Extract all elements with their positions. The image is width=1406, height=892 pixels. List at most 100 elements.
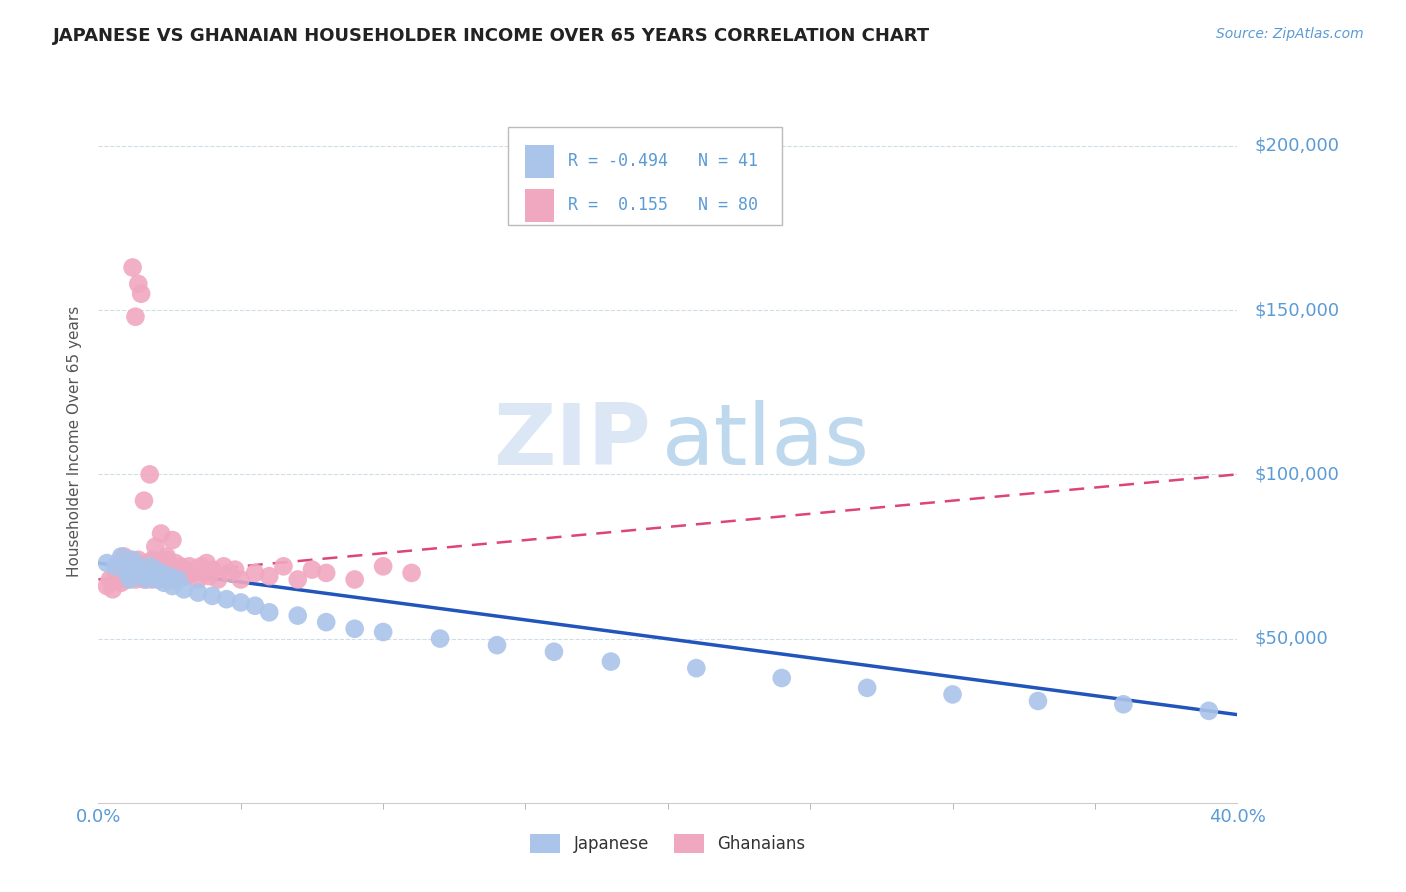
Point: [173, 582, 195, 597]
Point: [243, 599, 266, 613]
Point: [373, 625, 395, 640]
Text: atlas: atlas: [662, 400, 870, 483]
Point: [145, 540, 167, 554]
Point: [187, 585, 209, 599]
Point: [162, 573, 184, 587]
Point: [145, 563, 167, 577]
Point: [135, 566, 157, 580]
Point: [153, 575, 176, 590]
Point: [229, 573, 252, 587]
Point: [110, 556, 132, 570]
Point: [159, 559, 181, 574]
Point: [138, 467, 160, 482]
Point: [150, 566, 173, 580]
Point: [207, 573, 229, 587]
Point: [486, 638, 509, 652]
Point: [218, 566, 240, 580]
Point: [1198, 704, 1220, 718]
Point: [129, 286, 152, 301]
Text: R = -0.494   N = 41: R = -0.494 N = 41: [568, 153, 758, 170]
Point: [101, 582, 124, 597]
Point: [148, 573, 170, 587]
Point: [401, 566, 423, 580]
Point: [193, 566, 215, 580]
Point: [170, 559, 193, 574]
Point: [148, 563, 170, 577]
Point: [159, 569, 181, 583]
Point: [107, 559, 129, 574]
Point: [229, 595, 252, 609]
Point: [212, 559, 235, 574]
Legend: Japanese, Ghanaians: Japanese, Ghanaians: [523, 827, 813, 860]
Point: [127, 553, 149, 567]
Point: [132, 573, 155, 587]
Point: [685, 661, 707, 675]
Point: [201, 589, 224, 603]
Point: [259, 605, 281, 619]
Point: [135, 573, 157, 587]
Point: [201, 563, 224, 577]
Point: [315, 615, 337, 630]
Point: [127, 277, 149, 291]
Point: [138, 559, 160, 574]
Point: [121, 556, 143, 570]
Point: [124, 573, 146, 587]
Point: [150, 566, 173, 580]
Point: [162, 533, 184, 547]
Text: ZIP: ZIP: [494, 400, 651, 483]
Point: [121, 553, 143, 567]
Point: [110, 575, 132, 590]
Point: [856, 681, 879, 695]
Point: [198, 569, 221, 583]
Point: [148, 573, 170, 587]
Point: [543, 645, 565, 659]
Point: [121, 260, 143, 275]
Point: [145, 566, 167, 580]
Point: [110, 549, 132, 564]
Point: [159, 566, 181, 580]
Point: [156, 563, 179, 577]
Point: [124, 559, 146, 574]
Point: [770, 671, 793, 685]
Point: [343, 573, 366, 587]
Point: [153, 569, 176, 583]
Point: [141, 573, 163, 587]
Point: [104, 566, 127, 580]
Point: [96, 579, 118, 593]
Point: [343, 622, 366, 636]
Point: [176, 569, 198, 583]
Point: [118, 553, 141, 567]
Point: [429, 632, 451, 646]
Point: [287, 608, 309, 623]
Point: [273, 559, 295, 574]
Point: [115, 566, 138, 580]
Point: [162, 579, 184, 593]
Point: [243, 566, 266, 580]
Point: [121, 566, 143, 580]
Point: [156, 553, 179, 567]
Point: [129, 569, 152, 583]
Point: [173, 563, 195, 577]
Point: [112, 549, 135, 564]
Point: [96, 556, 118, 570]
FancyBboxPatch shape: [526, 189, 554, 221]
Point: [115, 559, 138, 574]
Point: [600, 655, 623, 669]
Point: [167, 566, 190, 580]
FancyBboxPatch shape: [509, 128, 782, 225]
Point: [129, 559, 152, 574]
Point: [942, 687, 965, 701]
Point: [150, 559, 173, 574]
Y-axis label: Householder Income Over 65 years: Householder Income Over 65 years: [67, 306, 83, 577]
Point: [138, 569, 160, 583]
Point: [1112, 698, 1135, 712]
Point: [195, 556, 218, 570]
Point: [118, 573, 141, 587]
Point: [132, 493, 155, 508]
Point: [165, 556, 187, 570]
FancyBboxPatch shape: [526, 145, 554, 178]
Point: [153, 556, 176, 570]
Point: [124, 310, 146, 324]
Point: [132, 563, 155, 577]
Point: [1026, 694, 1049, 708]
